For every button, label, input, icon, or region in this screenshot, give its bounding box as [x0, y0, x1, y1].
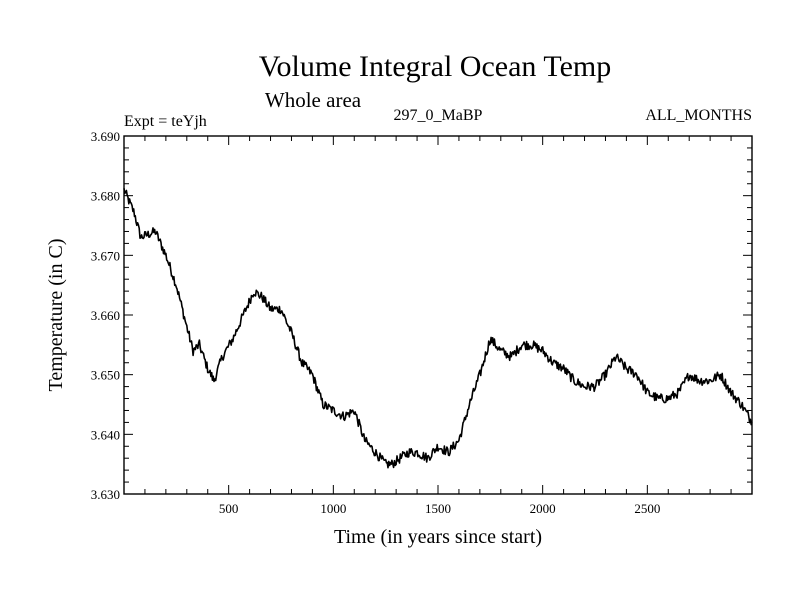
x-axis-ticks: 500 1000 1500 2000 2500 — [144, 136, 732, 516]
experiment-label: Expt = teYjh — [124, 113, 207, 130]
months-label: ALL_MONTHS — [645, 107, 752, 124]
x-axis-label: Time (in years since start) — [334, 526, 542, 548]
y-tick-label: 3.670 — [91, 248, 120, 263]
y-tick-label: 3.630 — [91, 487, 120, 502]
series-layer — [123, 188, 753, 469]
x-tick-label: 2000 — [530, 501, 556, 516]
chart-subtitle: Whole area — [265, 88, 362, 112]
y-tick-label: 3.640 — [91, 427, 120, 442]
x-tick-label: 1000 — [320, 501, 346, 516]
y-tick-label: 3.680 — [91, 189, 120, 204]
plot-frame — [123, 135, 753, 495]
period-label: 297_0_MaBP — [394, 107, 483, 124]
series-line — [123, 188, 753, 469]
chart-title: Volume Integral Ocean Temp — [259, 50, 612, 83]
y-tick-label: 3.660 — [91, 308, 120, 323]
y-axis-label: Temperature (in C) — [45, 239, 67, 392]
y-axis-ticks: 3.630 3.640 3.650 3.660 3.670 3.680 3.690 — [91, 129, 752, 502]
y-tick-label: 3.690 — [91, 129, 120, 144]
x-tick-label: 2500 — [634, 501, 660, 516]
x-tick-label: 500 — [219, 501, 239, 516]
x-tick-label: 1500 — [425, 501, 451, 516]
y-tick-label: 3.650 — [91, 368, 120, 383]
